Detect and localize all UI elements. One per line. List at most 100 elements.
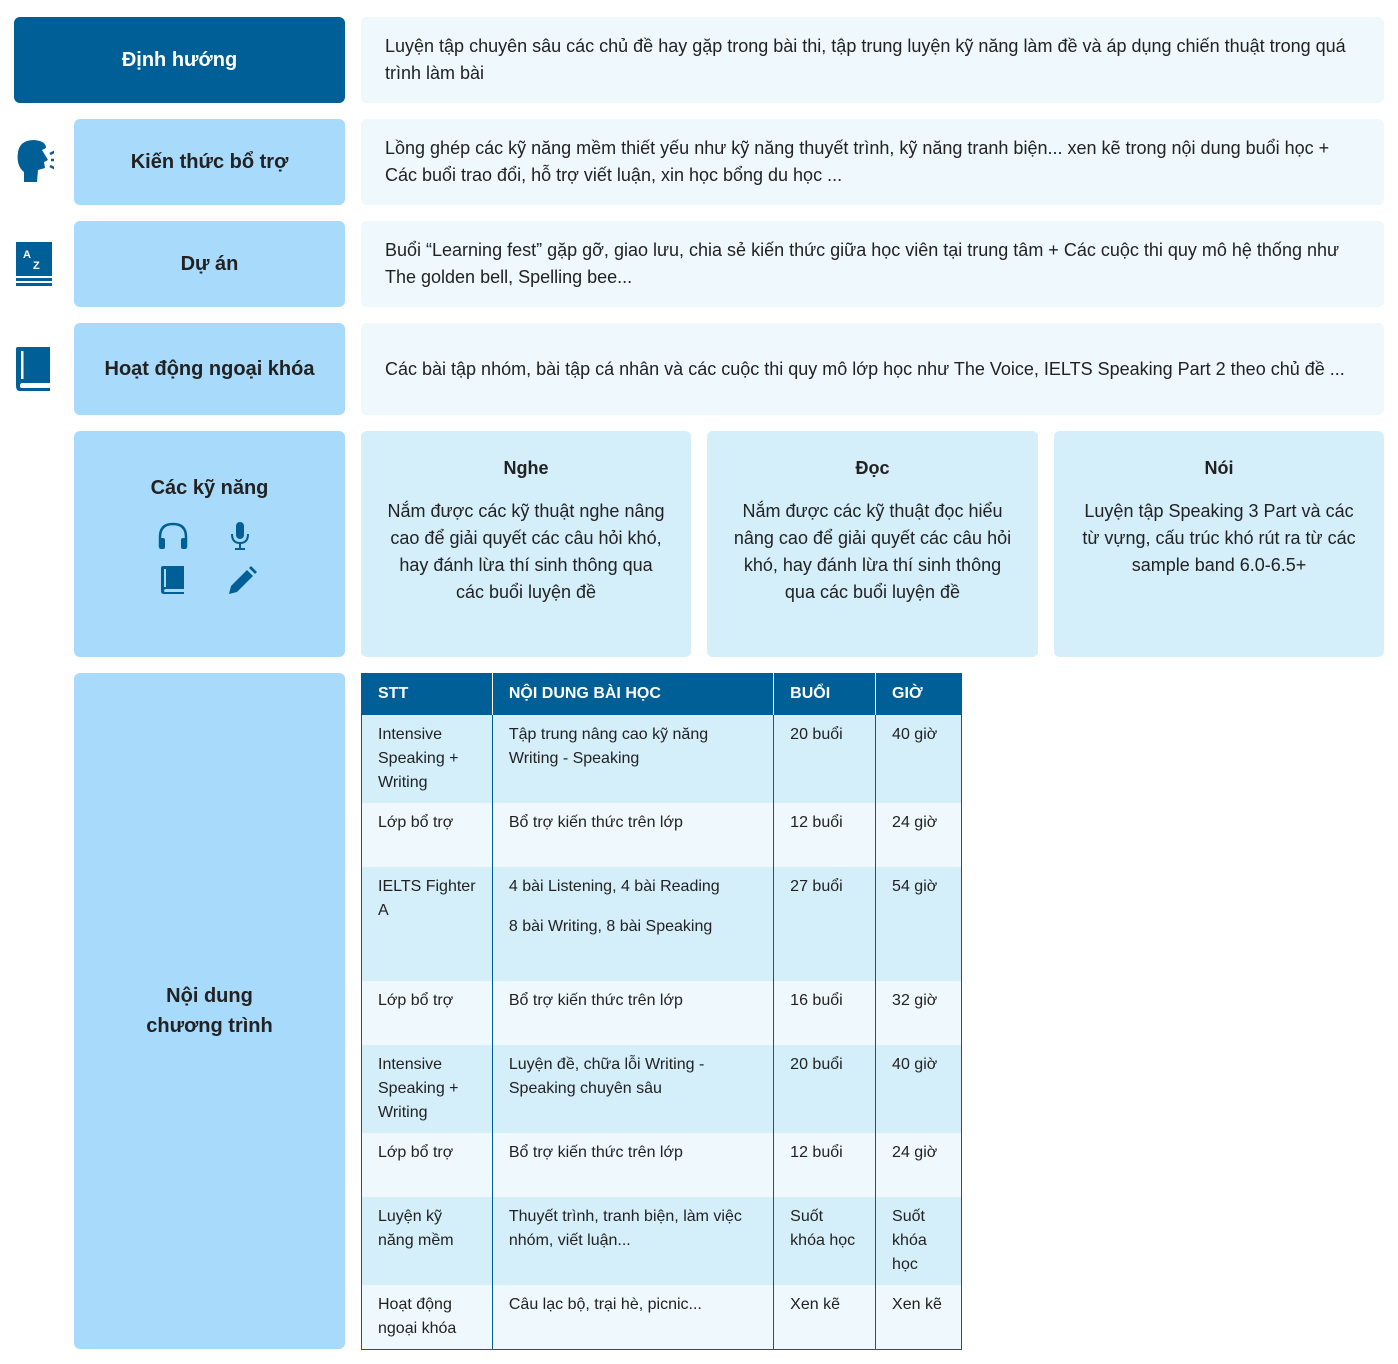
cell-stt: Lớp bổ trợ <box>361 981 493 1045</box>
svg-text:A: A <box>23 249 31 261</box>
book-icon <box>161 566 184 594</box>
col-header-content: NỘI DUNG BÀI HỌC <box>491 673 774 715</box>
dictionary-az-icon: AZ <box>16 242 52 286</box>
cell-text: 16 buổi <box>790 992 843 1009</box>
cell-text: 20 buổi <box>790 1056 843 1073</box>
cell-text: 8 bài Writing, 8 bài Speaking <box>508 918 713 935</box>
cell-hours: 54 giờ <box>875 867 962 981</box>
cell-text: Xen kẽ <box>892 1296 942 1313</box>
cell-text: Hoạt động ngoại khóa <box>378 1296 457 1337</box>
cell-content: Bổ trợ kiến thức trên lớp <box>491 1133 774 1197</box>
col-header-sessions: BUỔI <box>773 673 876 715</box>
cell-text: 40 giờ <box>892 1056 938 1073</box>
cell-text: 4 bài Listening, 4 bài Reading <box>508 878 720 895</box>
cell-text: 27 buổi <box>790 878 843 895</box>
cell-text: Suốt khóa học <box>790 1208 856 1249</box>
cell-text: Bổ trợ kiến thức trên lớp <box>508 992 683 1009</box>
cell-sessions: 12 buổi <box>773 1133 876 1197</box>
table-row: Hoạt động ngoại khóa Câu lạc bộ, trại hè,… <box>361 1285 962 1350</box>
cell-text: Bổ trợ kiến thức trên lớp <box>508 814 683 831</box>
cell-text: 12 buổi <box>790 814 843 831</box>
cell-stt: Luyện kỹ năng mềm <box>361 1197 493 1285</box>
col-header-hours: GIỜ <box>875 673 962 715</box>
cell-text: Lớp bổ trợ <box>378 992 454 1009</box>
label-dinh-huong: Định hướng <box>14 17 345 103</box>
text-hoat-dong-ngoai-khoa: Các bài tập nhóm, bài tập cá nhân và các… <box>361 323 1384 415</box>
program-table: STT NỘI DUNG BÀI HỌC BUỔI GIỜ Intensive … <box>361 673 962 1350</box>
cell-sessions: 16 buổi <box>773 981 876 1045</box>
skill-card-title: Nghe <box>503 458 549 478</box>
cell-content: 4 bài Listening, 4 bài Reading 8 bài Writ… <box>491 867 774 981</box>
cell-text: 54 giờ <box>892 878 938 895</box>
table-row: IELTS Fighter A 4 bài Listening, 4 bài Re… <box>361 867 962 981</box>
cell-stt: Lớp bổ trợ <box>361 1133 493 1197</box>
text-dinh-huong: Luyện tập chuyên sâu các chủ đề hay gặp … <box>361 17 1384 103</box>
cell-text: Thuyết trình, tranh biện, làm việc nhóm,… <box>508 1208 742 1249</box>
cell-sessions: 20 buổi <box>773 1045 876 1133</box>
skills-title: Các kỹ năng <box>150 477 269 499</box>
cell-text: Lớp bổ trợ <box>378 814 454 831</box>
table-row: Lớp bổ trợ Bổ trợ kiến thức trên lớp 12 bu… <box>361 803 962 867</box>
cell-sessions: Suốt khóa học <box>773 1197 876 1285</box>
cell-text: Bổ trợ kiến thức trên lớp <box>508 1144 683 1161</box>
cell-text: Câu lạc bộ, trại hè, picnic... <box>508 1296 702 1313</box>
cell-content: Thuyết trình, tranh biện, làm việc nhóm,… <box>491 1197 774 1285</box>
cell-hours: 40 giờ <box>875 715 962 803</box>
cell-hours: 32 giờ <box>875 981 962 1045</box>
cell-sessions: 20 buổi <box>773 715 876 803</box>
cell-content: Luyện đề, chữa lỗi Writing - Speaking ch… <box>491 1045 774 1133</box>
table-header-row: STT NỘI DUNG BÀI HỌC BUỔI GIỜ <box>361 673 962 715</box>
cell-stt: IELTS Fighter A <box>361 867 493 981</box>
cell-hours: Xen kẽ <box>875 1285 962 1350</box>
microphone-icon <box>231 522 249 550</box>
skill-card-text: Nắm được các kỹ thuật nghe nâng cao để g… <box>387 501 665 602</box>
table-row: Intensive Speaking + Writing Tập trung nâ… <box>361 715 962 803</box>
table-row: Lớp bổ trợ Bổ trợ kiến thức trên lớp 12 bu… <box>361 1133 962 1197</box>
cell-sessions: 12 buổi <box>773 803 876 867</box>
speaking-head-icon <box>17 140 54 182</box>
label-cac-ky-nang: Các kỹ năng <box>74 431 345 657</box>
cell-text: 20 buổi <box>790 726 843 743</box>
skill-card-text: Nắm được các kỹ thuật đọc hiểu nâng cao … <box>733 501 1012 602</box>
cell-stt: Lớp bổ trợ <box>361 803 493 867</box>
cell-content: Câu lạc bộ, trại hè, picnic... <box>491 1285 774 1350</box>
cell-text: 24 giờ <box>892 814 938 831</box>
cell-text: Lớp bổ trợ <box>378 1144 454 1161</box>
cell-stt: Intensive Speaking + Writing <box>361 715 493 803</box>
cell-text: Luyện đề, chữa lỗi Writing - Speaking ch… <box>508 1056 705 1097</box>
label-kien-thuc-bo-tro: Kiến thức bổ trợ <box>74 119 345 205</box>
cell-hours: Suốt khóa học <box>875 1197 962 1285</box>
cell-content: Bổ trợ kiến thức trên lớp <box>491 981 774 1045</box>
cell-text: Luyện kỹ năng mềm <box>378 1208 454 1249</box>
cell-hours: 24 giờ <box>875 803 962 867</box>
cell-text: Xen kẽ <box>790 1296 840 1313</box>
label-hoat-dong-ngoai-khoa: Hoạt động ngoại khóa <box>74 323 345 415</box>
table-row: Luyện kỹ năng mềm Thuyết trình, tranh bi… <box>361 1197 962 1285</box>
cell-text: IELTS Fighter A <box>378 878 476 919</box>
label-du-an: Dự án <box>74 221 345 307</box>
col-header-stt: STT <box>361 673 493 715</box>
skill-card-nghe: Nghe Nắm được các kỹ thuật nghe nâng cao … <box>361 431 691 657</box>
cell-content: Tập trung nâng cao kỹ năng Writing - Spe… <box>491 715 774 803</box>
cell-sessions: Xen kẽ <box>773 1285 876 1350</box>
skill-card-noi: Nói Luyện tập Speaking 3 Part và các từ v… <box>1054 431 1384 657</box>
book-icon <box>16 347 50 391</box>
table-row: Lớp bổ trợ Bổ trợ kiến thức trên lớp 16 bu… <box>361 981 962 1045</box>
cell-text: 32 giờ <box>892 992 938 1009</box>
text-du-an: Buổi “Learning fest” gặp gỡ, giao lưu, c… <box>361 221 1384 307</box>
skill-card-title: Nói <box>1204 458 1234 478</box>
cell-stt: Intensive Speaking + Writing <box>361 1045 493 1133</box>
cell-text: Intensive Speaking + Writing <box>378 726 459 791</box>
cell-text: 24 giờ <box>892 1144 938 1161</box>
cell-hours: 24 giờ <box>875 1133 962 1197</box>
headphones-icon <box>158 522 188 549</box>
skill-card-doc: Đọc Nắm được các kỹ thuật đọc hiểu nâng c… <box>707 431 1038 657</box>
cell-content: Bổ trợ kiến thức trên lớp <box>491 803 774 867</box>
cell-text: Suốt khóa học <box>892 1208 927 1273</box>
cell-stt: Hoạt động ngoại khóa <box>361 1285 493 1350</box>
cell-text: 40 giờ <box>892 726 938 743</box>
cell-hours: 40 giờ <box>875 1045 962 1133</box>
table-row: Intensive Speaking + Writing Luyện đề, ch… <box>361 1045 962 1133</box>
cell-text: Intensive Speaking + Writing <box>378 1056 459 1121</box>
pencil-icon <box>229 566 257 594</box>
